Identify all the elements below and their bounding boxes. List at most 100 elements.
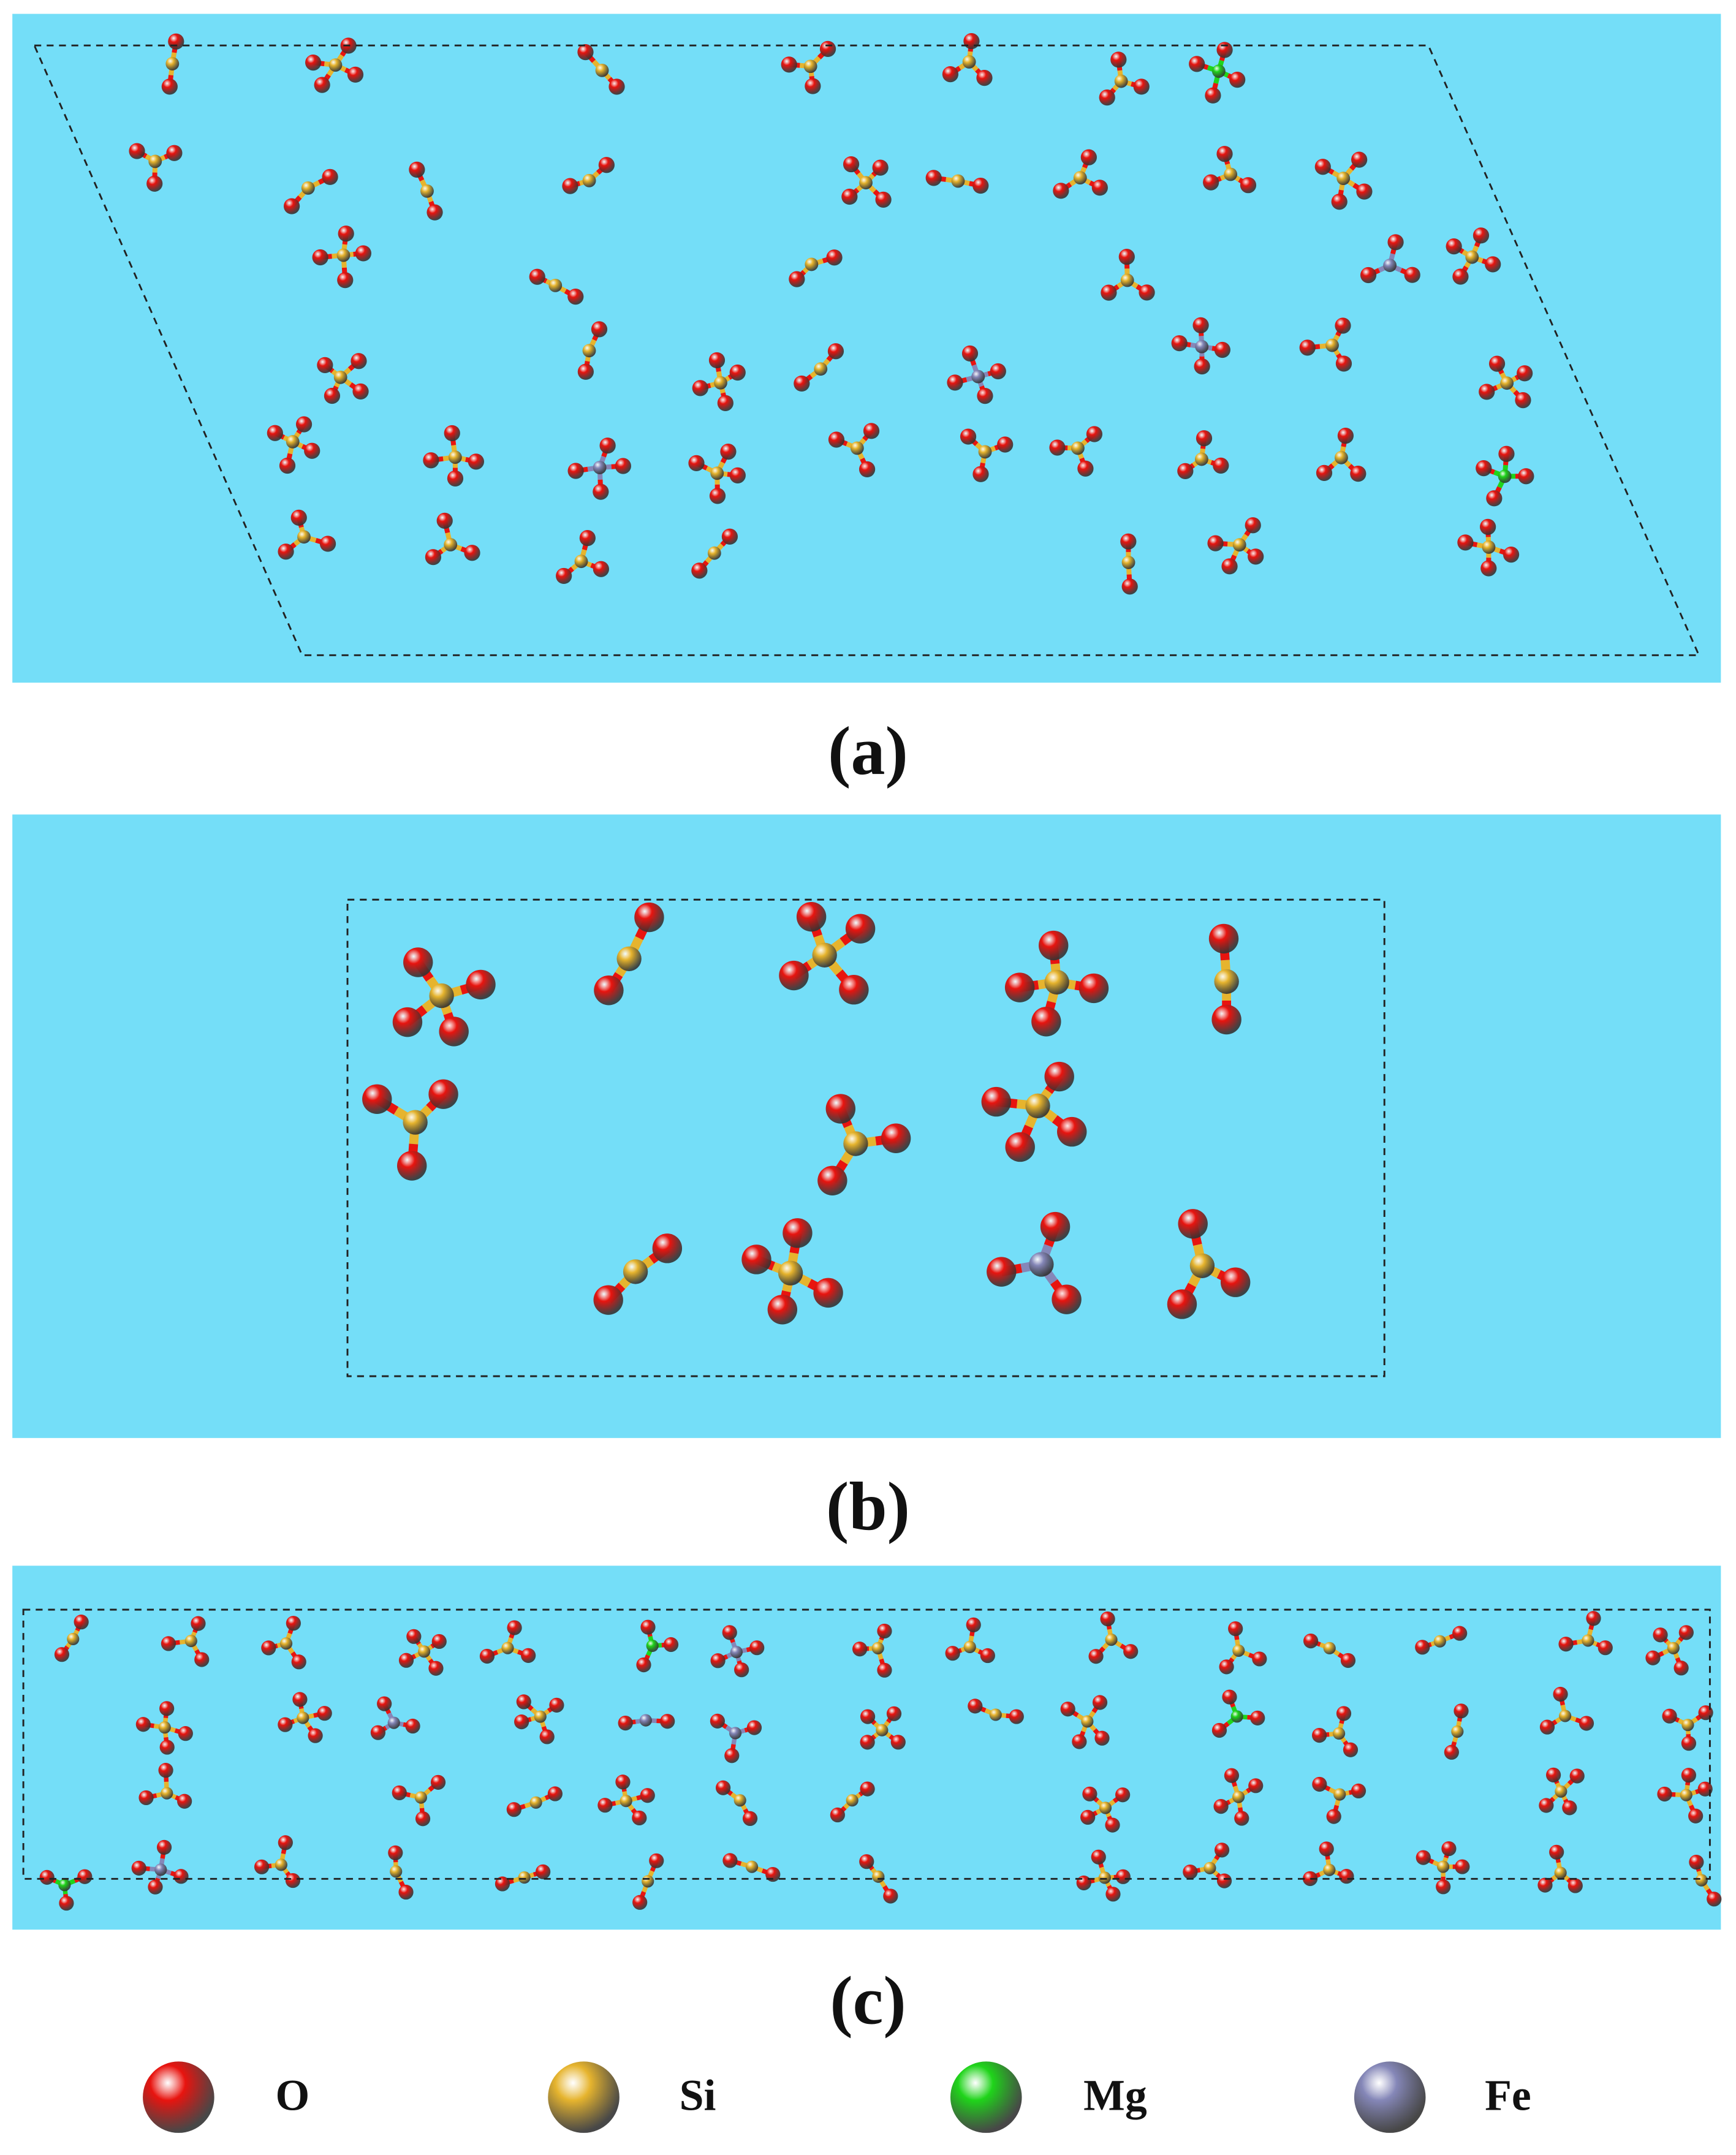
atom (745, 1860, 759, 1873)
atom (403, 947, 433, 977)
atom (1211, 1722, 1227, 1738)
atom (278, 1717, 293, 1732)
atom (722, 1853, 738, 1868)
atom (1072, 1734, 1087, 1749)
atom (1101, 284, 1117, 301)
atom (577, 363, 594, 380)
atom (507, 1620, 522, 1635)
atom (877, 1623, 892, 1639)
atom (1044, 1061, 1074, 1092)
atom (317, 357, 333, 374)
atom (1133, 78, 1150, 95)
atom (283, 198, 300, 214)
atom (1503, 547, 1520, 563)
atom (292, 1692, 308, 1707)
atom (392, 1007, 423, 1037)
atom (1203, 1861, 1216, 1874)
atom (1195, 339, 1209, 354)
atom (1340, 1653, 1356, 1668)
atom (978, 445, 992, 459)
atom (429, 983, 454, 1009)
atom (1049, 439, 1066, 456)
atom (783, 1218, 813, 1248)
atom (639, 1714, 652, 1727)
atom (74, 1615, 89, 1630)
atom (324, 387, 341, 404)
atom (1099, 1801, 1112, 1814)
atom (194, 1652, 210, 1667)
atom (632, 1810, 647, 1826)
atom (890, 1735, 906, 1750)
atom (1325, 338, 1339, 352)
atom (646, 1639, 659, 1653)
atom (338, 225, 354, 242)
atom (1545, 1767, 1561, 1782)
atom (362, 1084, 392, 1114)
atom (1080, 149, 1097, 165)
atom (1707, 1892, 1722, 1907)
atom (129, 143, 145, 159)
atom (184, 1635, 197, 1648)
atom (1441, 1841, 1457, 1857)
atom (328, 58, 343, 72)
atom (154, 1863, 167, 1876)
atom (875, 191, 892, 208)
atom (1498, 469, 1512, 483)
atom (863, 423, 880, 439)
atom (1387, 234, 1404, 251)
atom (518, 1871, 531, 1884)
atom (165, 57, 180, 70)
atom (1100, 1611, 1115, 1627)
atom (403, 1110, 428, 1135)
atom (721, 528, 738, 545)
atom (1214, 341, 1230, 358)
atom (1323, 1863, 1336, 1876)
atom (409, 161, 425, 178)
atom (1444, 1744, 1459, 1760)
atom (620, 1795, 632, 1808)
atom (1331, 194, 1347, 210)
atom (860, 1709, 876, 1724)
atom (59, 1895, 74, 1911)
atom (1216, 146, 1233, 162)
atom (336, 248, 351, 262)
atom (156, 1839, 172, 1855)
atom (729, 364, 746, 381)
atom (166, 145, 183, 161)
atom (1681, 1768, 1696, 1783)
atom (1221, 558, 1238, 575)
atom (1211, 1004, 1241, 1035)
atom (297, 530, 311, 544)
atom (886, 1706, 902, 1721)
atom (714, 376, 727, 390)
legend-label: Fe (1485, 2071, 1531, 2120)
atom (1005, 1132, 1035, 1162)
atom (710, 1713, 725, 1729)
atom (1098, 1871, 1111, 1884)
atom (1053, 183, 1069, 199)
atom (148, 1879, 163, 1895)
atom (148, 154, 162, 169)
atom (1335, 317, 1351, 334)
atom (405, 1718, 420, 1734)
atom (131, 1860, 146, 1876)
atom (1196, 430, 1213, 447)
atom (388, 1845, 403, 1860)
atom (1314, 159, 1331, 175)
atom (582, 344, 596, 358)
atom (351, 353, 367, 369)
atom (1662, 1708, 1677, 1724)
atom (1004, 972, 1035, 1002)
panel-a-bg (12, 13, 1721, 683)
legend-swatch (548, 2061, 620, 2133)
atom (1076, 1875, 1091, 1891)
atom (1105, 1887, 1121, 1902)
atom (506, 1802, 521, 1817)
atom (634, 902, 664, 933)
atom (1230, 1710, 1243, 1723)
atom (819, 40, 836, 57)
atom (168, 33, 184, 50)
atom (1559, 1710, 1572, 1722)
atom (1229, 72, 1246, 88)
